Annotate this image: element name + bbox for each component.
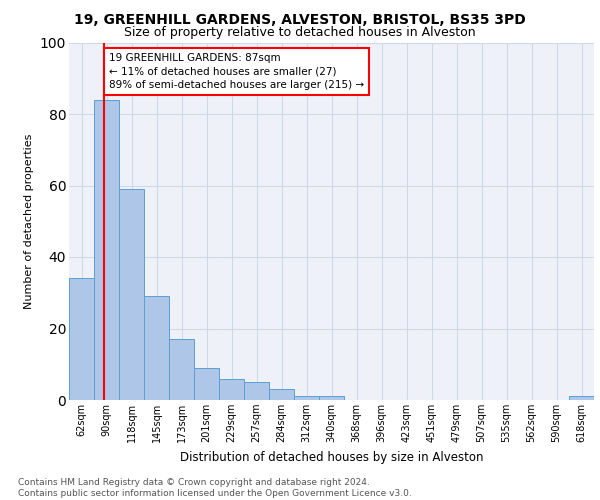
Bar <box>94 100 119 400</box>
Text: Contains HM Land Registry data © Crown copyright and database right 2024.
Contai: Contains HM Land Registry data © Crown c… <box>18 478 412 498</box>
Text: 19 GREENHILL GARDENS: 87sqm
← 11% of detached houses are smaller (27)
89% of sem: 19 GREENHILL GARDENS: 87sqm ← 11% of det… <box>109 53 364 90</box>
Bar <box>194 368 219 400</box>
Bar <box>569 396 594 400</box>
Text: 19, GREENHILL GARDENS, ALVESTON, BRISTOL, BS35 3PD: 19, GREENHILL GARDENS, ALVESTON, BRISTOL… <box>74 12 526 26</box>
Y-axis label: Number of detached properties: Number of detached properties <box>24 134 34 309</box>
Bar <box>69 278 94 400</box>
Bar <box>244 382 269 400</box>
Text: Size of property relative to detached houses in Alveston: Size of property relative to detached ho… <box>124 26 476 39</box>
Bar <box>219 378 244 400</box>
Bar <box>169 339 194 400</box>
Bar <box>144 296 169 400</box>
Bar <box>294 396 319 400</box>
X-axis label: Distribution of detached houses by size in Alveston: Distribution of detached houses by size … <box>180 450 483 464</box>
Bar <box>269 390 294 400</box>
Bar <box>319 396 344 400</box>
Bar <box>119 189 144 400</box>
